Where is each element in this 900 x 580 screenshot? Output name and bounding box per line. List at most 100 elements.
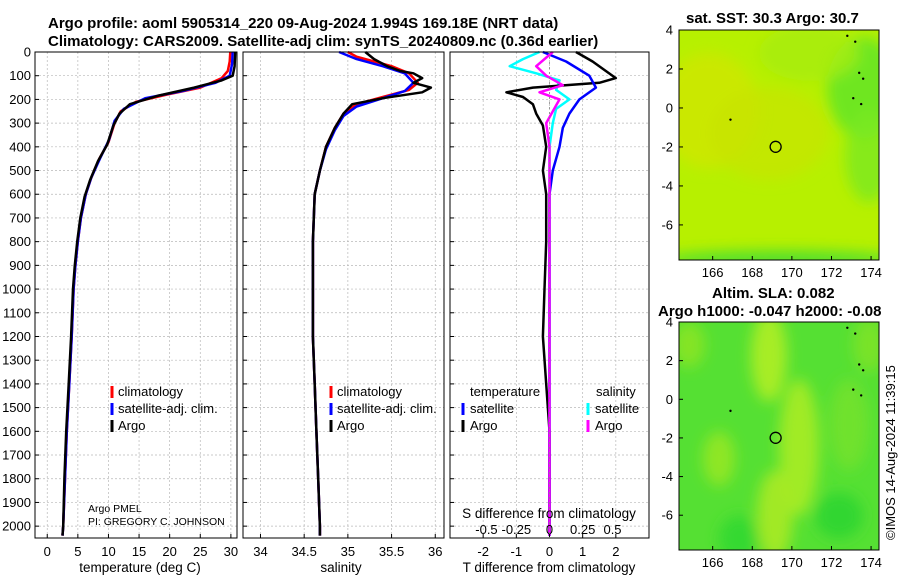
y-tick-label: 700 [9,210,31,225]
island-marker [846,34,849,38]
y-tick-label: 1600 [2,424,31,439]
y-tick-label: 1500 [2,400,31,415]
figure-title-line2: Climatology: CARS2009. Satellite-adj cli… [48,33,598,50]
map-blob [779,379,819,516]
legend-label-temp-argo: Argo [470,418,497,433]
island-marker [859,394,863,397]
y-tick-label: 1900 [2,495,31,510]
x-tick-label: 25 [193,544,207,559]
x-tick-label: 15 [132,544,146,559]
series-line-temperature-argo [505,50,618,536]
island-marker [852,388,855,391]
y-tick-label: 800 [9,234,31,249]
legend-label-sal-satellite: satellite [595,401,639,416]
x-tick-label: 174 [860,555,882,570]
y-tick-label: -4 [661,178,673,193]
x-tick-label: -1 [511,544,523,559]
x-tick-label: 0 [44,544,51,559]
difference-legend: temperature salinity satellite Argo sate… [461,384,639,433]
y-tick-label: 2000 [2,519,31,534]
x-tick-label: 35.5 [379,544,404,559]
x-tick-label: 172 [821,555,843,570]
difference-profile-panel: -2 -1 0 1 2 -0.5 -0.25 0 0.25 0.5 [449,50,650,559]
y-tick-label: -2 [661,139,673,154]
sla-map-title-line1: Altim. SLA: 0.082 [712,285,835,302]
map-blobs [679,30,879,260]
y-tick-label: 500 [9,163,31,178]
y-tick-label: -6 [661,217,673,232]
credit-line2: PI: GREGORY C. JOHNSON [88,516,225,528]
island-marker [846,326,849,329]
legend-header-salinity: salinity [596,384,636,399]
temperature-legend: climatology satellite-adj. clim. Argo [110,384,218,433]
island-marker [861,77,865,80]
x-tick-label: 0 [546,544,553,559]
y-tick-label: 200 [9,92,31,107]
island-marker [857,363,861,366]
y-tick-label: 400 [9,139,31,154]
y-tick-label: 300 [9,116,31,131]
map-blob [759,30,859,81]
y-tick-label: 0 [666,100,673,115]
y-tick-label: 600 [9,187,31,202]
x-tick-label: 168 [741,265,763,280]
map-blob [679,250,879,260]
map-blob [815,493,863,539]
temperature-profile-panel: 0 5 10 15 20 25 300100200300400500600700800900… [2,45,238,560]
island-marker [729,409,732,413]
x-tick-label: 10 [101,544,115,559]
y-tick-label: 1700 [2,448,31,463]
series-line-salinity-argo [534,51,565,536]
legend-label-argo: Argo [337,418,364,433]
plot-frame [34,51,238,539]
y-tick-label: 900 [9,258,31,273]
map-blob [829,379,869,471]
y-tick-label: 1400 [2,376,31,391]
x-tick-label: 168 [741,555,763,570]
legend-label-satellite: satellite-adj. clim. [337,401,437,416]
island-marker [854,40,857,43]
difference-xlabel: T difference from climatology [463,560,636,575]
difference-x2label: S difference from climatology [462,506,636,521]
series-line-argo [61,51,237,536]
island-marker [852,97,855,100]
series-line-climatology [311,50,420,536]
x2-tick-label: 0 [546,522,553,537]
sst-map-panel: 166 168 170 172 174 4 2 0 -2 -4 -6 [661,23,881,281]
legend-label-argo: Argo [118,418,145,433]
island-marker [859,102,863,106]
x-tick-label: 172 [821,265,843,280]
y-tick-label: 100 [9,68,31,83]
map-blob [719,515,759,550]
island-marker [857,71,861,75]
map-blob [751,322,787,402]
y-tick-label: 1800 [2,471,31,486]
series-line-temperature-satellite [508,50,571,536]
map-frame [678,29,880,261]
salinity-xlabel: salinity [320,560,362,575]
y-tick-label: -2 [661,430,673,445]
figure-title-line1: Argo profile: aoml 5905314_220 09-Aug-20… [48,15,558,32]
x-tick-label: 170 [781,555,803,570]
series-line-climatology [61,51,232,536]
island-marker [854,332,857,335]
series-line-satellite-adj-clim- [311,50,415,536]
temperature-xlabel: temperature (deg C) [79,560,201,575]
y-tick-label: 4 [666,315,673,330]
y-tick-label: 4 [666,23,673,38]
legend-label-climatology: climatology [337,384,403,399]
map-blobs [679,322,879,550]
y-tick-label: 2 [666,61,673,76]
y-tick-label: 2 [666,353,673,368]
island-marker [729,118,732,121]
map-blob [709,87,829,180]
y-tick-label: -4 [661,469,673,484]
y-tick-label: 1000 [2,282,31,297]
x-tick-label: 35 [341,544,355,559]
sst-map-title: sat. SST: 30.3 Argo: 30.7 [686,10,859,27]
map-blob [679,322,705,368]
y-tick-label: 0 [666,392,673,407]
legend-label-sal-argo: Argo [595,418,622,433]
y-tick-label: 0 [24,45,31,60]
